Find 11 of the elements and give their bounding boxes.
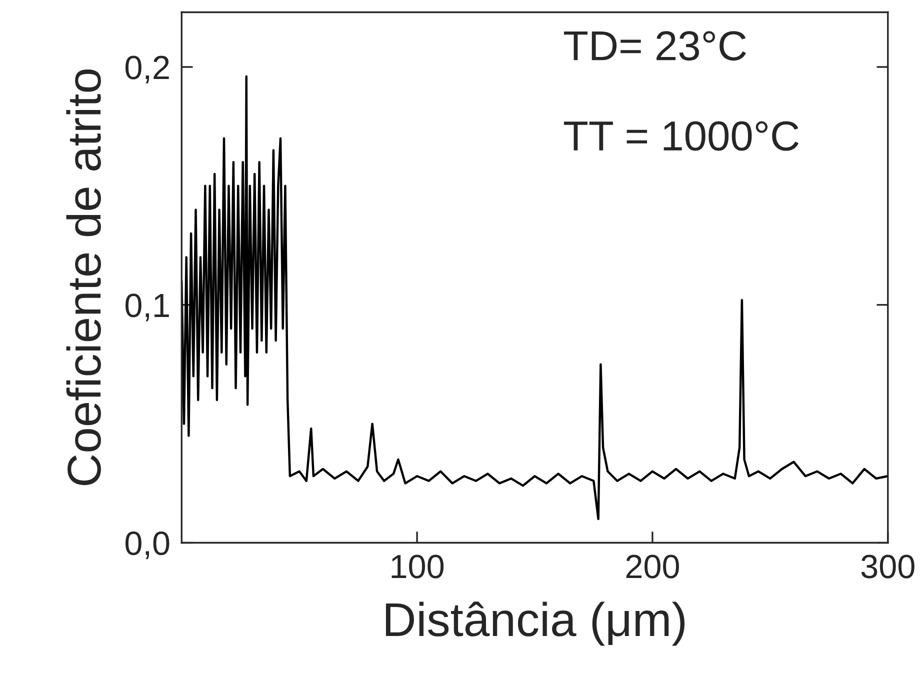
y-tick-label: 0,2 (125, 56, 169, 84)
annotation: TT = 1000°C (564, 121, 799, 151)
x-tick-label: 100 (392, 554, 444, 578)
x-tick-label: 200 (626, 554, 679, 578)
x-tick-label: 300 (861, 554, 914, 578)
annotation: TD= 23°C (564, 31, 746, 61)
y-tick-label: 0,0 (125, 532, 170, 560)
x-axis-title: Distância (μm) (386, 602, 684, 646)
line-series (182, 75, 888, 520)
y-axis-title: Coeficiente de atrito (66, 69, 101, 486)
y-tick-label: 0,1 (125, 294, 169, 322)
